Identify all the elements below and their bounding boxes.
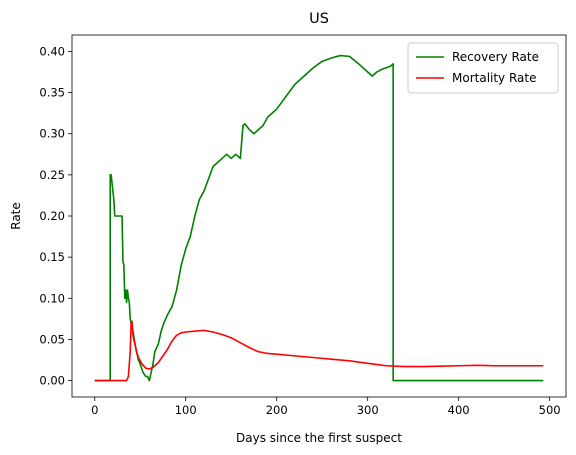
y-tick-label: 0.00 <box>39 374 65 388</box>
x-tick-label: 500 <box>539 403 561 417</box>
chart-title: US <box>309 11 329 27</box>
legend-label: Mortality Rate <box>452 71 537 85</box>
y-axis-label: Rate <box>9 202 23 230</box>
x-tick-label: 400 <box>448 403 470 417</box>
legend-box <box>407 42 559 94</box>
y-tick-label: 0.05 <box>39 332 65 346</box>
y-tick-label: 0.25 <box>39 168 65 182</box>
y-axis: 0.00 0.05 0.10 0.15 0.20 0.25 0.30 0.35 0.40 <box>39 44 72 388</box>
y-tick-label: 0.10 <box>39 291 65 305</box>
x-axis-label: Days since the first suspect <box>236 431 402 445</box>
x-tick-label: 100 <box>175 403 197 417</box>
y-tick-label: 0.15 <box>39 250 65 264</box>
series-layer <box>94 54 544 382</box>
x-tick-label: 300 <box>357 403 379 417</box>
series-line-mortality-rate <box>94 320 544 382</box>
series-line-recovery-rate <box>94 54 544 382</box>
x-axis: 0 100 200 300 400 500 <box>91 397 561 417</box>
legend: Recovery Rate Mortality Rate <box>407 42 559 94</box>
y-tick-label: 0.20 <box>39 209 65 223</box>
x-tick-label: 200 <box>266 403 288 417</box>
x-tick-label: 0 <box>91 403 98 417</box>
y-tick-label: 0.30 <box>39 127 65 141</box>
legend-label: Recovery Rate <box>452 50 539 64</box>
y-tick-label: 0.40 <box>39 44 65 58</box>
y-tick-label: 0.35 <box>39 86 65 100</box>
